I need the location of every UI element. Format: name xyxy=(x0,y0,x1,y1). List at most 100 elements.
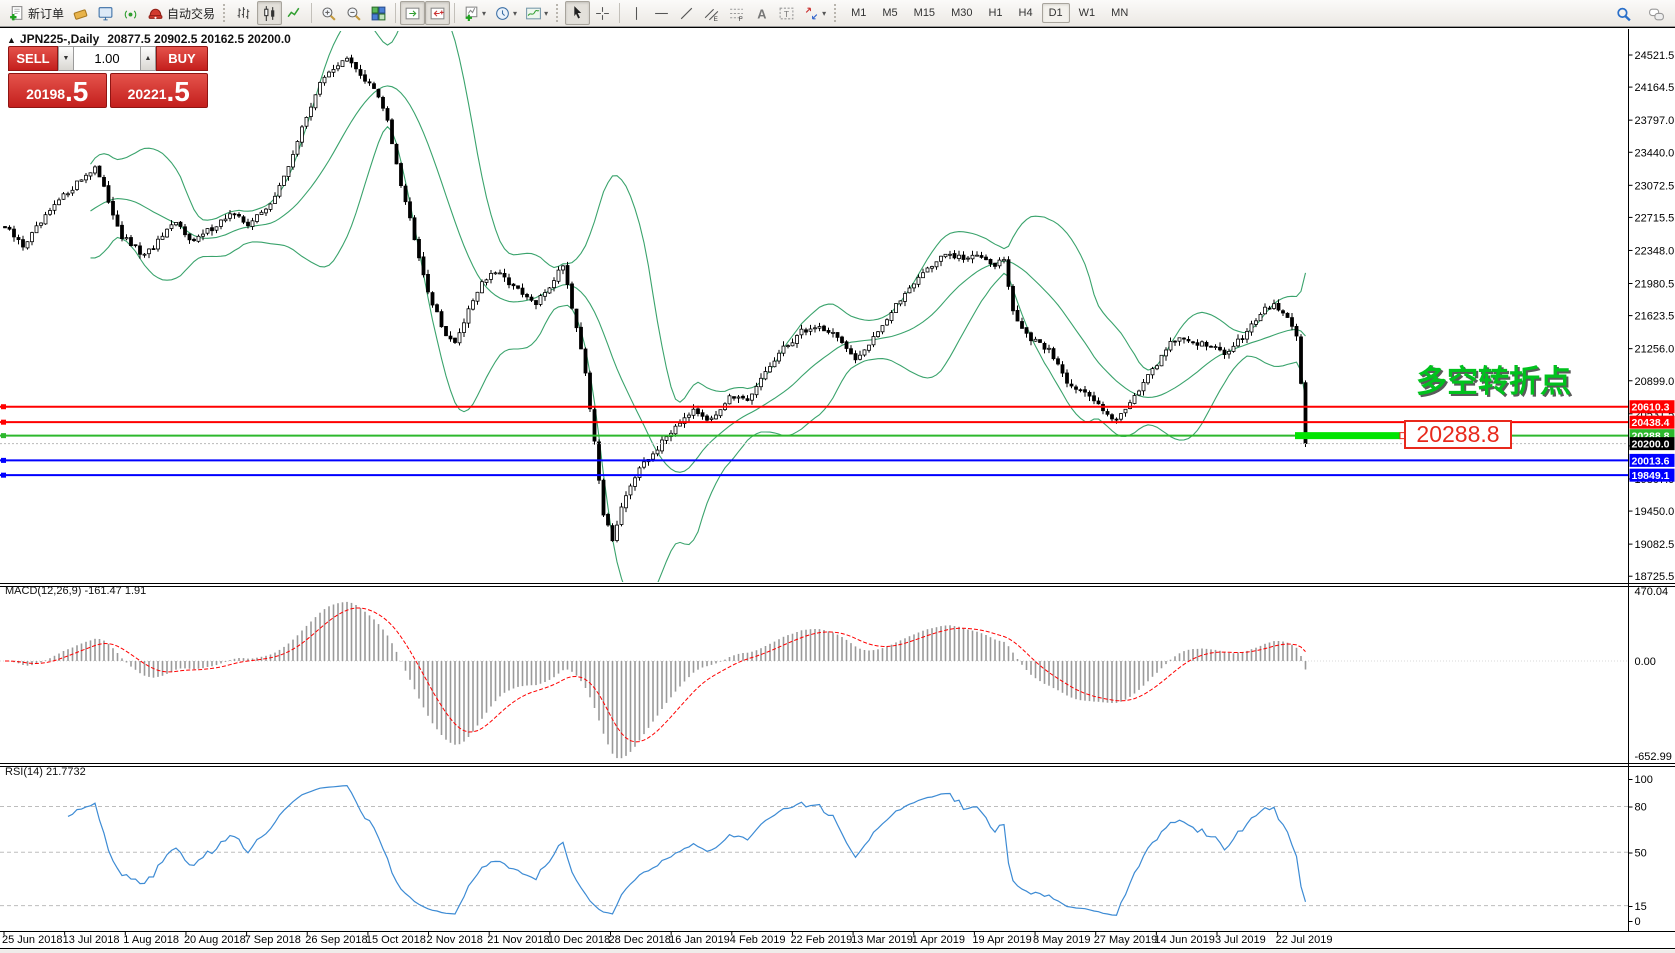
signals-icon[interactable] xyxy=(118,1,143,25)
tf-w1-button[interactable]: W1 xyxy=(1078,7,1096,19)
text-label-button[interactable]: T xyxy=(774,1,799,25)
svg-text:13 Mar 2019: 13 Mar 2019 xyxy=(851,934,913,946)
collapse-triangle-icon[interactable]: ▲ xyxy=(7,35,16,45)
price-chart-canvas[interactable]: 24521.5 24164.5 23797.0 23440.0 23072.5 22715… xyxy=(0,29,1675,953)
toolbar-separator xyxy=(311,3,313,23)
svg-text:15: 15 xyxy=(1635,901,1647,913)
fibonacci-button[interactable]: F xyxy=(724,1,749,25)
sell-button[interactable]: SELL xyxy=(8,46,58,71)
terminal-icon[interactable] xyxy=(93,1,118,25)
date-axis[interactable]: 25 Jun 2018 13 Jul 2018 1 Aug 2018 20 Aug 2… xyxy=(2,931,1333,947)
svg-text:1 Aug 2018: 1 Aug 2018 xyxy=(123,934,179,946)
svg-text:22715.5: 22715.5 xyxy=(1635,212,1675,224)
tf-d1-button[interactable]: D1 xyxy=(1041,3,1070,23)
candlesticks xyxy=(3,54,1308,543)
svg-text:19082.5: 19082.5 xyxy=(1635,539,1675,551)
svg-text:-652.99: -652.99 xyxy=(1635,751,1672,763)
svg-text:13 Jul 2018: 13 Jul 2018 xyxy=(63,934,120,946)
ask-price-box[interactable]: 20221.5 xyxy=(109,73,208,108)
svg-text:20 Aug 2018: 20 Aug 2018 xyxy=(184,934,246,946)
svg-text:23072.5: 23072.5 xyxy=(1635,180,1675,192)
price-axis[interactable]: 24521.5 24164.5 23797.0 23440.0 23072.5 22715… xyxy=(1628,50,1675,928)
svg-text:14 Jun 2019: 14 Jun 2019 xyxy=(1154,934,1215,946)
svg-text:A: A xyxy=(757,6,766,21)
profiles-button[interactable]: ▾ xyxy=(490,1,521,25)
chevron-down-icon: ▾ xyxy=(513,8,518,18)
svg-text:470.04: 470.04 xyxy=(1635,586,1669,598)
line-chart-button[interactable] xyxy=(282,1,307,25)
rsi-label: RSI(14) 21.7732 xyxy=(5,766,86,778)
arrow-objects-button[interactable]: ▾ xyxy=(799,1,830,25)
volume-input[interactable] xyxy=(74,46,140,71)
tf-m15-button[interactable]: M15 xyxy=(913,7,936,19)
svg-text:22 Jul 2019: 22 Jul 2019 xyxy=(1276,934,1333,946)
toolbar-grip xyxy=(556,4,561,22)
text-button[interactable]: A xyxy=(749,1,774,25)
zoom-out-button[interactable] xyxy=(341,1,366,25)
svg-text:2 Nov 2018: 2 Nov 2018 xyxy=(427,934,483,946)
tf-m30-button[interactable]: M30 xyxy=(951,7,973,19)
price-callout-label: 20288.8 xyxy=(1404,420,1512,449)
zoom-in-button[interactable] xyxy=(316,1,341,25)
svg-text:7 Sep 2018: 7 Sep 2018 xyxy=(245,934,301,946)
crosshair-button[interactable] xyxy=(590,1,615,25)
svg-text:22348.0: 22348.0 xyxy=(1635,245,1675,257)
equidistant-channel-button[interactable]: E xyxy=(699,1,724,25)
chart-shift-button[interactable] xyxy=(425,1,451,25)
svg-text:26 Sep 2018: 26 Sep 2018 xyxy=(305,934,367,946)
svg-text:15 Oct 2018: 15 Oct 2018 xyxy=(366,934,426,946)
bid-price-box[interactable]: 20198.5 xyxy=(8,73,107,108)
svg-text:20899.0: 20899.0 xyxy=(1635,376,1675,388)
tf-h1-button[interactable]: H1 xyxy=(988,7,1003,19)
svg-text:1 Apr 2019: 1 Apr 2019 xyxy=(912,934,965,946)
volume-up-button[interactable]: ▲ xyxy=(140,46,156,71)
tf-m5-button[interactable]: M5 xyxy=(882,7,898,19)
volume-down-button[interactable]: ▼ xyxy=(58,46,74,71)
toolbar-grip xyxy=(834,4,839,22)
svg-text:F: F xyxy=(739,15,743,21)
horizontal-line-objects xyxy=(0,404,1628,478)
toolbar-separator xyxy=(619,3,621,23)
tf-m1-button[interactable]: M1 xyxy=(851,7,867,19)
cursor-button[interactable] xyxy=(565,1,591,25)
svg-text:100: 100 xyxy=(1635,774,1653,786)
svg-text:20013.6: 20013.6 xyxy=(1632,455,1670,467)
chevron-down-icon: ▾ xyxy=(544,8,549,18)
tf-h4-button[interactable]: H4 xyxy=(1018,7,1033,19)
eraser-icon[interactable] xyxy=(68,1,93,25)
auto-trading-label: 自动交易 xyxy=(167,6,216,21)
svg-text:10 Dec 2018: 10 Dec 2018 xyxy=(548,934,610,946)
svg-text:0: 0 xyxy=(1635,916,1641,928)
svg-text:19849.1: 19849.1 xyxy=(1632,470,1670,482)
macd-signal-line xyxy=(5,607,1306,743)
svg-text:E: E xyxy=(714,15,718,21)
buy-button[interactable]: BUY xyxy=(156,46,208,71)
svg-text:19 Apr 2019: 19 Apr 2019 xyxy=(972,934,1031,946)
bar-chart-button[interactable] xyxy=(232,1,257,25)
svg-text:20610.3: 20610.3 xyxy=(1632,402,1670,414)
chat-icon[interactable] xyxy=(1644,2,1669,26)
svg-text:23797.0: 23797.0 xyxy=(1635,115,1675,127)
svg-text:21256.0: 21256.0 xyxy=(1635,344,1675,356)
new-chart-button[interactable]: ▾ xyxy=(459,1,490,25)
toolbar-separator xyxy=(454,3,456,23)
current-price-tag xyxy=(1629,437,1675,451)
horizontal-line-button[interactable] xyxy=(649,1,674,25)
chart-window: 24521.5 24164.5 23797.0 23440.0 23072.5 22715… xyxy=(0,27,1675,953)
svg-text:21623.5: 21623.5 xyxy=(1635,311,1675,323)
toolbar-right-icons xyxy=(1611,2,1669,26)
auto-scroll-button[interactable] xyxy=(400,1,426,25)
vertical-line-button[interactable] xyxy=(624,1,649,25)
tf-mn-button[interactable]: MN xyxy=(1111,7,1129,19)
toolbar-separator xyxy=(395,3,397,23)
new-order-button[interactable]: 新订单 xyxy=(4,1,68,25)
tile-windows-button[interactable] xyxy=(366,1,391,25)
auto-trading-button[interactable]: 自动交易 xyxy=(143,1,219,25)
rsi-line xyxy=(67,784,1307,916)
chevron-down-icon: ▾ xyxy=(482,8,487,18)
trendline-button[interactable] xyxy=(674,1,699,25)
indicators-button[interactable]: ▾ xyxy=(521,1,552,25)
search-icon[interactable] xyxy=(1611,2,1636,26)
candlestick-chart-button[interactable] xyxy=(257,1,283,25)
